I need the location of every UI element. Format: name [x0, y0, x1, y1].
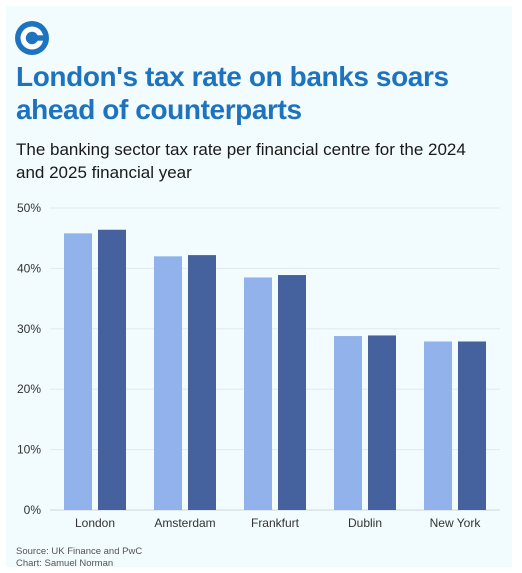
y-tick-label: 30% — [17, 322, 41, 336]
chart-title: London's tax rate on banks soars ahead o… — [16, 61, 449, 125]
source-note: Source: UK Finance and PwC — [16, 546, 143, 557]
bar-new-york-1 — [424, 341, 452, 510]
chart-subtitle: The banking sector tax rate per financia… — [16, 140, 466, 182]
bar-london-1 — [64, 233, 92, 511]
bar-frankfurt-2 — [278, 275, 306, 510]
chart-credit: Chart: Samuel Norman — [16, 558, 114, 569]
x-axis-tick-labels: London Amsterdam Frankfurt Dublin New York — [75, 516, 481, 530]
x-tick-label: New York — [430, 516, 482, 530]
bar-dublin-2 — [368, 335, 396, 510]
chart-card: London's tax rate on banks soars ahead o… — [6, 6, 512, 569]
bar-london-2 — [98, 229, 126, 510]
y-tick-label: 50% — [17, 201, 41, 215]
bars — [64, 229, 486, 511]
bar-dublin-1 — [334, 336, 362, 510]
x-tick-label: Dublin — [348, 516, 382, 530]
x-tick-label: London — [75, 516, 115, 530]
y-tick-label: 40% — [17, 261, 41, 275]
y-axis-tick-labels: 0% 10% 20% 30% 40% 50% — [17, 201, 41, 517]
y-tick-label: 0% — [24, 503, 42, 517]
x-tick-label: Amsterdam — [154, 516, 215, 530]
x-tick-label: Frankfurt — [251, 516, 300, 530]
bar-new-york-2 — [458, 341, 486, 510]
brand-logo-icon — [15, 21, 49, 55]
y-tick-label: 10% — [17, 443, 41, 457]
bar-amsterdam-2 — [188, 255, 216, 510]
bar-frankfurt-1 — [244, 277, 272, 510]
bar-amsterdam-1 — [154, 256, 182, 510]
bar-chart: 0% 10% 20% 30% 40% 50% London Amsterdam Frankfu… — [17, 201, 500, 530]
y-tick-label: 20% — [17, 382, 41, 396]
